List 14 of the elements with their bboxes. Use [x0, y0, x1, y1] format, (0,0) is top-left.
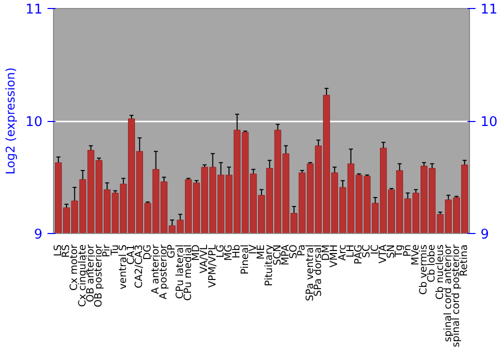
x-tick-label: Tg [394, 244, 406, 258]
x-tick-label: Pituitary [264, 244, 276, 286]
y2-tick-label: 11 [480, 2, 498, 18]
x-tick-label: spinal cord posterior [451, 244, 462, 348]
y-tick-label: 11 [26, 2, 43, 18]
y-tick-label: 9 [34, 228, 43, 242]
x-tick-label: Retina [459, 244, 470, 276]
x-tick-label: ME [256, 244, 267, 260]
x-tick-label: OB posterior [94, 244, 104, 308]
y2-tick-label: 10 [480, 115, 498, 130]
x-tick-label: A posterior [158, 244, 170, 300]
y-tick-label: 10 [26, 115, 43, 130]
y2-tick-label: 9 [480, 228, 489, 242]
y-axis-title: Log2 (expression) [4, 68, 18, 174]
